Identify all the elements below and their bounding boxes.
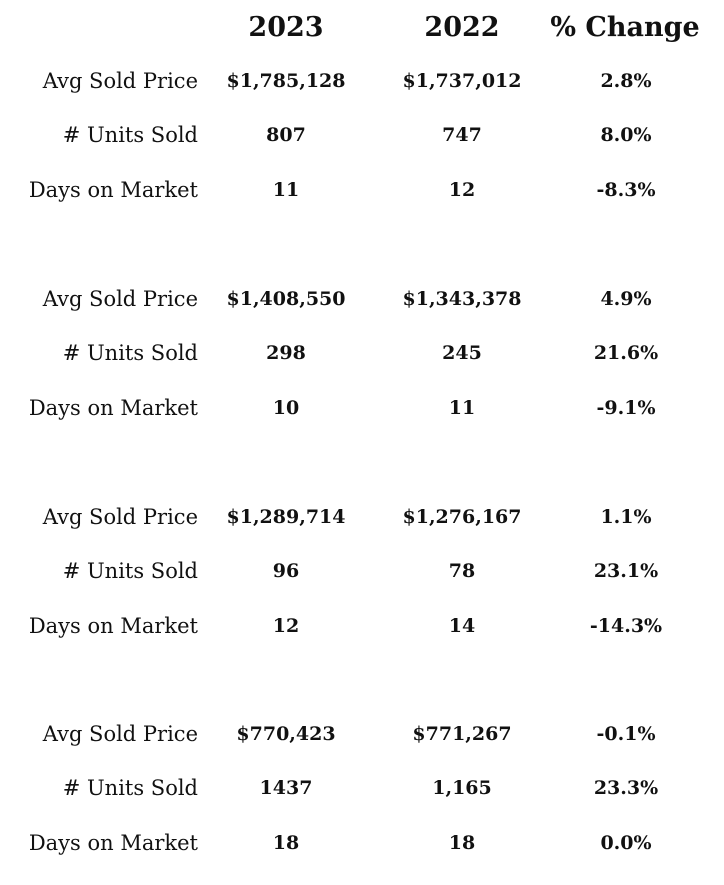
value-2022: 78 — [448, 560, 476, 582]
row-label: Avg Sold Price — [42, 722, 198, 746]
value-2023: $770,423 — [236, 723, 336, 745]
column-header-2022: 2022 — [424, 12, 500, 43]
value-2022: 14 — [448, 615, 476, 637]
table-row: Avg Sold Price $770,423 $771,267 -0.1% — [0, 714, 724, 754]
row-label: # Units Sold — [62, 559, 198, 583]
table-row: # Units Sold 298 245 21.6% — [0, 333, 724, 373]
row-label: Days on Market — [28, 396, 198, 420]
value-percent-change: -8.3% — [596, 179, 656, 201]
table-row: # Units Sold 807 747 8.0% — [0, 115, 724, 155]
value-2023: $1,785,128 — [226, 70, 346, 92]
value-percent-change: 23.3% — [593, 777, 659, 799]
table-row: Days on Market 12 14 -14.3% — [0, 606, 724, 646]
table-row: Avg Sold Price $1,408,550 $1,343,378 4.9… — [0, 279, 724, 319]
table-row: # Units Sold 96 78 23.1% — [0, 551, 724, 591]
value-2023: 11 — [272, 179, 300, 201]
value-2023: 96 — [272, 560, 300, 582]
row-label: Avg Sold Price — [42, 69, 198, 93]
value-percent-change: -0.1% — [596, 723, 656, 745]
row-label: # Units Sold — [62, 123, 198, 147]
table-row: Avg Sold Price $1,785,128 $1,737,012 2.8… — [0, 61, 724, 101]
value-2022: $771,267 — [412, 723, 512, 745]
column-header-2023: 2023 — [248, 12, 324, 43]
table-row: Days on Market 10 11 -9.1% — [0, 388, 724, 428]
value-2022: 747 — [442, 124, 482, 146]
value-2022: 11 — [448, 397, 476, 419]
value-2023: 807 — [266, 124, 306, 146]
row-label: Avg Sold Price — [42, 287, 198, 311]
value-percent-change: -9.1% — [596, 397, 656, 419]
value-2023: 10 — [272, 397, 300, 419]
value-2023: 18 — [272, 832, 300, 854]
table-row: Days on Market 18 18 0.0% — [0, 823, 724, 863]
value-2022: $1,276,167 — [402, 506, 522, 528]
table-row: Days on Market 11 12 -8.3% — [0, 170, 724, 210]
column-header-percent-change: % Change — [550, 12, 700, 43]
row-label: # Units Sold — [62, 341, 198, 365]
value-2022: 12 — [448, 179, 476, 201]
value-percent-change: 4.9% — [600, 288, 652, 310]
value-percent-change: -14.3% — [589, 615, 663, 637]
table-row: # Units Sold 1437 1,165 23.3% — [0, 768, 724, 808]
value-2023: 12 — [272, 615, 300, 637]
value-2023: $1,289,714 — [226, 506, 346, 528]
row-label: # Units Sold — [62, 776, 198, 800]
table-row: Avg Sold Price $1,289,714 $1,276,167 1.1… — [0, 497, 724, 537]
value-2022: $1,343,378 — [402, 288, 522, 310]
value-percent-change: 21.6% — [593, 342, 659, 364]
stats-group: Avg Sold Price $770,423 $771,267 -0.1% #… — [0, 714, 724, 878]
table-header: 2023 2022 % Change — [0, 8, 724, 48]
value-2022: 245 — [442, 342, 482, 364]
value-2022: $1,737,012 — [402, 70, 522, 92]
row-label: Avg Sold Price — [42, 505, 198, 529]
value-2023: 1437 — [259, 777, 313, 799]
value-percent-change: 8.0% — [600, 124, 652, 146]
stats-group: Avg Sold Price $1,408,550 $1,343,378 4.9… — [0, 279, 724, 443]
value-percent-change: 0.0% — [600, 832, 652, 854]
stats-group: Avg Sold Price $1,785,128 $1,737,012 2.8… — [0, 61, 724, 225]
row-label: Days on Market — [28, 614, 198, 638]
row-label: Days on Market — [28, 831, 198, 855]
stats-group: Avg Sold Price $1,289,714 $1,276,167 1.1… — [0, 497, 724, 661]
value-percent-change: 1.1% — [600, 506, 652, 528]
value-percent-change: 2.8% — [600, 70, 652, 92]
value-2022: 1,165 — [432, 777, 492, 799]
row-label: Days on Market — [28, 178, 198, 202]
value-2022: 18 — [448, 832, 476, 854]
value-percent-change: 23.1% — [593, 560, 659, 582]
value-2023: 298 — [266, 342, 306, 364]
value-2023: $1,408,550 — [226, 288, 346, 310]
